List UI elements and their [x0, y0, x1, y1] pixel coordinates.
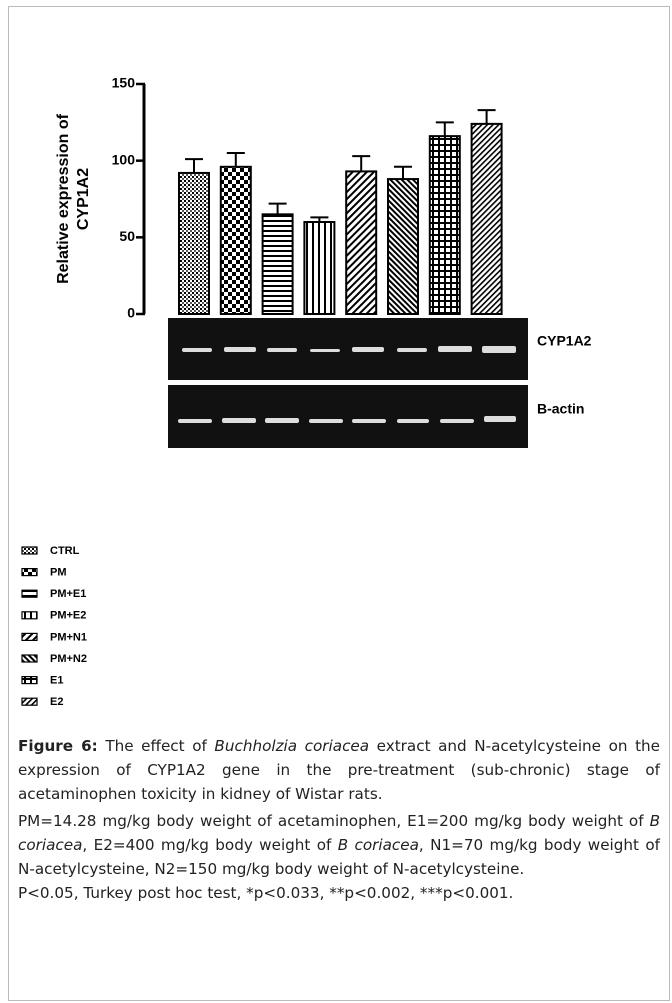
legend-swatch [22, 655, 37, 662]
bar [263, 214, 293, 314]
bar [388, 179, 418, 314]
legend-label: PM+E1 [50, 588, 86, 600]
y-tick-label: 0 [127, 305, 135, 321]
legend-swatch [22, 677, 37, 684]
bar [179, 173, 209, 314]
caption-text: The effect of [98, 737, 215, 755]
caption-main: Figure 6: The effect of Buchholzia coria… [18, 734, 660, 806]
note-text: B coriacea [338, 836, 419, 854]
y-axis-label: Relative expression of [55, 113, 72, 284]
legend-label: CTRL [50, 545, 80, 557]
legend-label: E1 [50, 675, 63, 687]
legend-label: PM+E2 [50, 610, 86, 622]
legend-label: E2 [50, 696, 63, 708]
legend-swatch [22, 590, 37, 597]
bar [346, 171, 376, 314]
page: CYP1A2 B-actin Relative expression of CY… [0, 0, 672, 1003]
legend-swatch [22, 612, 37, 619]
y-tick-label: 100 [112, 151, 136, 167]
note-text: PM=14.28 mg/kg body weight of acetaminop… [18, 812, 650, 830]
y-tick-label: 150 [112, 75, 136, 91]
gel-cyp1a2 [168, 318, 528, 380]
bar [221, 167, 251, 314]
legend-swatch [22, 547, 37, 554]
legend-label: PM [50, 567, 67, 579]
legend-swatch [22, 633, 37, 640]
y-axis-label: CYP1A2 [75, 168, 92, 230]
bar [472, 124, 502, 314]
y-tick-label: 50 [119, 228, 135, 244]
legend-swatch [22, 569, 37, 576]
caption: Figure 6: The effect of Buchholzia coria… [18, 734, 660, 908]
chart: CYP1A2 B-actin Relative expression of CY… [0, 0, 672, 730]
legend-swatch [22, 698, 37, 705]
bar [430, 136, 460, 314]
legend-label: PM+N2 [50, 653, 87, 665]
caption-stats: P<0.05, Turkey post hoc test, *p<0.033, … [18, 881, 660, 905]
caption-notes: PM=14.28 mg/kg body weight of acetaminop… [18, 809, 660, 881]
note-text: , E2=400 mg/kg body weight of [82, 836, 337, 854]
caption-label: Figure 6: [18, 737, 98, 755]
gel-label: CYP1A2 [537, 333, 592, 349]
gel-b-actin [168, 385, 528, 448]
caption-text: Buchholzia coriacea [214, 737, 369, 755]
gel-label: B-actin [537, 401, 584, 417]
bar [304, 222, 334, 314]
legend-label: PM+N1 [50, 631, 87, 643]
